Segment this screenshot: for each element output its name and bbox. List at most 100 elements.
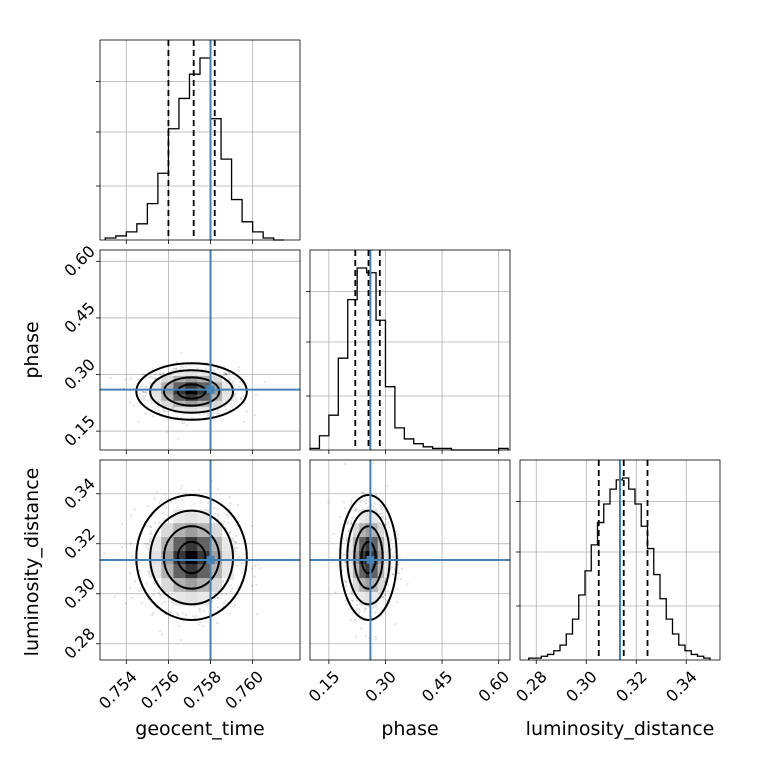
contour-level-1	[162, 525, 221, 590]
sample-point	[213, 507, 216, 510]
sample-point	[228, 496, 231, 499]
sample-point	[242, 395, 245, 398]
sample-point	[181, 421, 184, 424]
sample-point	[177, 613, 180, 616]
sample-point	[198, 607, 201, 610]
contour-level-0	[176, 540, 207, 575]
sample-point	[178, 625, 181, 628]
sample-point	[230, 405, 233, 408]
sample-point	[138, 392, 141, 396]
sample-point	[217, 488, 220, 491]
density-cell	[346, 564, 353, 579]
sample-point	[363, 607, 366, 610]
sample-point	[216, 408, 219, 412]
sample-point	[236, 546, 239, 549]
sample-point	[176, 614, 179, 617]
density-cell	[359, 564, 366, 579]
sample-point	[355, 603, 359, 607]
contour-level-1	[162, 376, 221, 407]
sample-point	[356, 608, 359, 611]
sample-point	[361, 615, 364, 618]
sample-point	[144, 412, 147, 415]
x-axis-label-phase: phase	[381, 718, 438, 740]
sample-point	[237, 366, 240, 369]
sample-point	[179, 487, 182, 490]
sample-point	[140, 385, 143, 388]
sample-point	[134, 580, 137, 583]
sample-point	[251, 567, 254, 570]
sample-point	[362, 491, 365, 494]
sample-point	[171, 601, 174, 604]
sample-point	[206, 414, 210, 417]
sample-point	[396, 587, 399, 590]
sample-point	[192, 615, 195, 618]
sample-point	[137, 377, 140, 380]
sample-point	[162, 372, 165, 375]
panel-geocent_time-vs-phase: 0.150.300.450.60	[60, 242, 301, 454]
sample-point	[341, 569, 344, 572]
sample-point	[373, 611, 377, 614]
density-cell	[377, 578, 385, 592]
sample-point	[380, 515, 383, 518]
sample-point	[345, 603, 348, 606]
density-cell	[365, 509, 372, 524]
sample-point	[233, 377, 236, 380]
sample-point	[194, 614, 198, 618]
sample-point	[185, 365, 188, 368]
sample-point	[179, 638, 183, 642]
sample-point	[367, 605, 370, 608]
contour-level-3	[339, 494, 398, 621]
density-cell	[173, 407, 186, 414]
sample-point	[342, 537, 345, 540]
sample-point	[149, 532, 152, 536]
sample-point	[253, 575, 256, 578]
panel-content	[100, 460, 300, 660]
sample-point	[221, 501, 224, 504]
sample-point	[146, 570, 150, 573]
panel-frame	[309, 249, 511, 451]
sample-point	[162, 512, 165, 515]
sample-point	[350, 599, 354, 602]
sample-point	[349, 522, 352, 525]
sample-point	[349, 504, 352, 507]
sample-point	[332, 533, 335, 536]
histogram-geocent_time	[104, 57, 285, 241]
sample-point	[143, 398, 146, 402]
sample-point	[395, 529, 398, 533]
sample-point	[153, 497, 156, 500]
sample-point	[353, 509, 356, 512]
density-cell	[221, 382, 235, 389]
sample-point	[216, 596, 219, 599]
sample-point	[179, 367, 182, 371]
sample-point	[392, 545, 395, 548]
sample-point	[131, 596, 134, 599]
sample-point	[170, 407, 174, 410]
sample-point	[234, 534, 238, 538]
sample-point	[396, 533, 399, 536]
sample-point	[399, 577, 403, 581]
sample-point	[387, 522, 390, 525]
sample-point	[197, 488, 200, 491]
sample-point	[149, 530, 152, 533]
sample-point	[349, 520, 353, 523]
density-cell	[185, 536, 198, 551]
sample-point	[140, 397, 143, 400]
sample-point	[129, 377, 132, 380]
sample-point	[217, 413, 220, 416]
sample-point	[159, 373, 162, 376]
x-axis-label-geocent-time: geocent_time	[135, 718, 264, 740]
sample-point	[216, 606, 220, 609]
sample-point	[256, 613, 259, 616]
density-cell	[149, 382, 162, 389]
density-cell	[173, 388, 186, 395]
sample-point	[160, 633, 164, 636]
sample-point	[222, 580, 225, 583]
sample-point	[217, 411, 220, 414]
sample-point	[374, 605, 378, 608]
sample-point	[400, 567, 404, 570]
sample-point	[263, 380, 266, 384]
sample-point	[175, 360, 179, 363]
sample-point	[213, 411, 216, 415]
sample-point	[145, 582, 148, 585]
density-cell	[185, 591, 198, 606]
